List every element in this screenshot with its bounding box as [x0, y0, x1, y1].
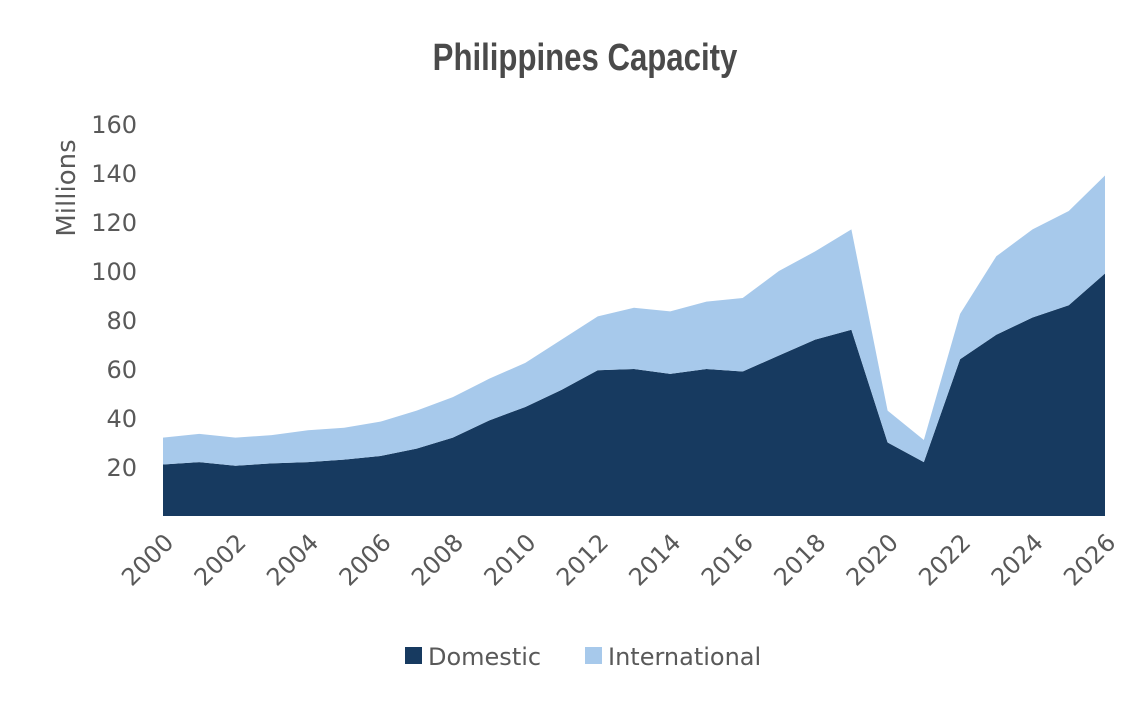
- y-tick-label: 40: [106, 405, 137, 433]
- y-ticks: 20 40 60 80 100 120 140 160: [91, 111, 137, 482]
- x-ticks: 2000 2002 2004 2006 2008 2010 2012 2014 2016 2018…: [116, 528, 1121, 591]
- x-tick-label: 2010: [479, 528, 542, 591]
- x-tick-label: 2016: [696, 528, 759, 591]
- legend: Domestic International: [405, 643, 761, 671]
- legend-label-international: International: [608, 643, 761, 671]
- area-domestic: [163, 273, 1105, 516]
- x-tick-label: 2006: [334, 528, 397, 591]
- x-tick-label: 2008: [406, 528, 469, 591]
- legend-swatch-international: [585, 647, 602, 664]
- x-tick-label: 2022: [913, 528, 976, 591]
- x-tick-label: 2012: [551, 528, 614, 591]
- x-tick-label: 2024: [986, 528, 1049, 591]
- chart-title: Philippines Capacity: [433, 37, 738, 79]
- x-tick-label: 2018: [768, 528, 831, 591]
- y-tick-label: 100: [91, 258, 137, 286]
- x-tick-label: 2000: [116, 528, 179, 591]
- y-tick-label: 120: [91, 209, 137, 237]
- x-tick-label: 2004: [261, 528, 324, 591]
- x-tick-label: 2020: [841, 528, 904, 591]
- legend-swatch-domestic: [405, 647, 422, 664]
- y-tick-label: 60: [106, 356, 137, 384]
- y-axis-label: Millions: [52, 139, 82, 236]
- x-tick-label: 2026: [1058, 528, 1121, 591]
- y-tick-label: 140: [91, 160, 137, 188]
- y-tick-label: 160: [91, 111, 137, 139]
- legend-label-domestic: Domestic: [428, 643, 541, 671]
- area-international: [163, 175, 1105, 466]
- areas-group: [163, 175, 1105, 516]
- x-tick-label: 2014: [623, 528, 686, 591]
- y-tick-label: 80: [106, 307, 137, 335]
- y-tick-label: 20: [106, 454, 137, 482]
- x-tick-label: 2002: [189, 528, 252, 591]
